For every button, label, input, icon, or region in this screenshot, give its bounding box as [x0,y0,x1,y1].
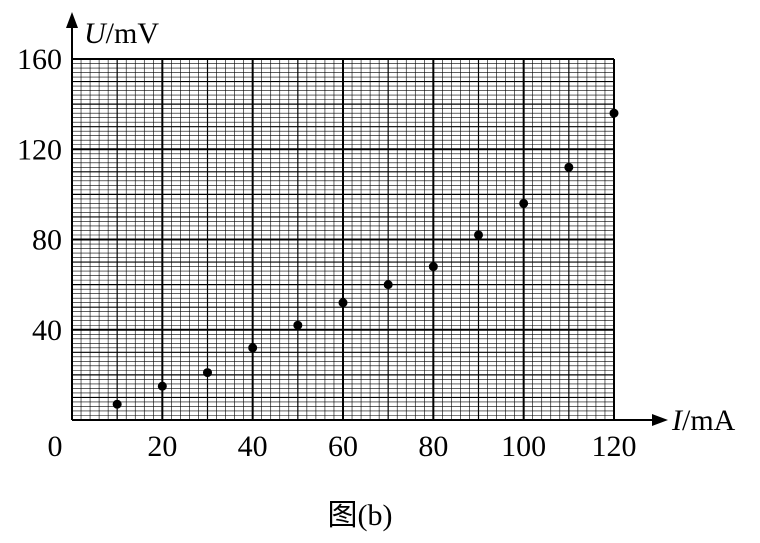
y-tick-label: 40 [32,314,62,347]
axes [66,12,668,426]
data-point [203,368,212,378]
x-tick-labels: 0 20 40 60 80 100 120 [48,430,637,463]
y-tick-label: 120 [17,133,62,166]
x-tick-label: 0 [48,430,63,463]
x-tick-label: 20 [147,430,177,463]
y-axis-symbol: U [84,17,108,50]
x-tick-label: 100 [501,430,546,463]
x-axis-unit: /mA [682,404,736,437]
y-axis-unit: /mV [106,17,160,50]
x-tick-label: 60 [328,430,358,463]
data-point [609,108,619,118]
x-axis-label: I/mA [671,404,736,437]
y-tick-label: 160 [17,43,62,76]
data-points [112,108,619,409]
data-point [157,381,167,391]
y-axis-label: U/mV [84,17,159,50]
figure-caption: 图(b) [327,499,393,532]
y-tick-label: 80 [32,224,62,257]
data-point [293,320,303,330]
x-tick-label: 120 [592,430,637,463]
x-axis-arrow [652,414,668,426]
y-axis-arrow [66,12,78,28]
data-point [112,399,122,409]
y-tick-labels: 40 80 120 160 [17,43,62,347]
data-point [564,162,574,172]
data-point [248,343,258,353]
chart: 0 20 40 60 80 100 120 40 80 120 160 U/mV I/mA [17,12,736,463]
data-point [519,198,529,208]
data-point [474,230,483,240]
x-axis-symbol: I [671,404,684,437]
data-point [428,262,438,272]
data-point [383,280,393,290]
x-tick-label: 80 [418,430,448,463]
data-point [338,298,348,308]
grid [71,58,615,421]
x-tick-label: 40 [238,430,268,463]
